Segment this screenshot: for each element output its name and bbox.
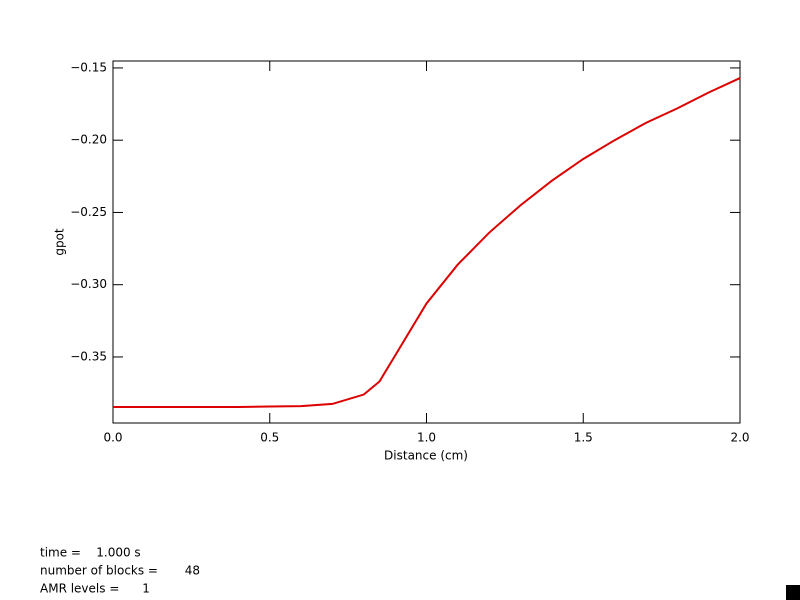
y-axis-label: gpot [53, 228, 67, 256]
y-tick-label: −0.15 [70, 60, 107, 74]
plot-frame [112, 60, 741, 424]
x-tick-label: 1.0 [417, 431, 436, 445]
annotation: number of blocks = 48 [40, 564, 200, 578]
x-tick-label: 1.5 [574, 431, 593, 445]
x-axis-label: Distance (cm) [384, 449, 468, 463]
annotation: time = 1.000 s [40, 546, 141, 560]
data-line [113, 77, 741, 408]
corner-block [786, 585, 800, 600]
x-tick-label: 2.0 [730, 431, 749, 445]
y-tick-label: −0.30 [70, 277, 107, 291]
y-tick-label: −0.35 [70, 349, 107, 363]
x-tick-label: 0.0 [103, 431, 122, 445]
y-tick-label: −0.25 [70, 205, 107, 219]
x-tick-label: 0.5 [260, 431, 279, 445]
y-tick-label: −0.20 [70, 133, 107, 147]
annotation: AMR levels = 1 [40, 582, 150, 596]
